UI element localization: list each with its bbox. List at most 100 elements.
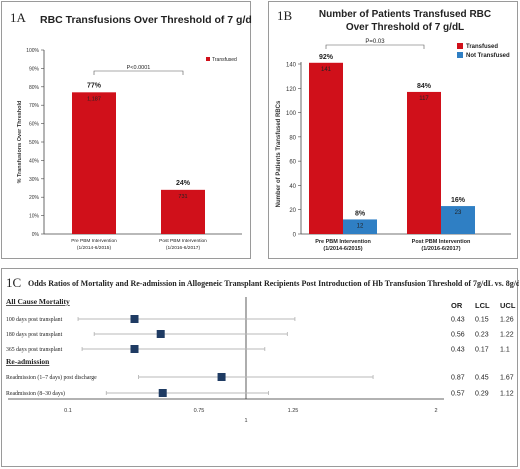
significance-bracket-1b [325,44,425,49]
odds-ratio-marker-1c [130,345,139,353]
ucl-value-1c: 1.22 [500,332,514,339]
panel-1c: 1C Odds Ratios of Mortality and Re-admis… [1,268,519,467]
column-header-1c: UCL [500,301,516,310]
x-tick-label-1c: 0.1 [64,408,72,414]
y-tick-label-1b: 140 [286,63,297,69]
x-tick-label-1c: 1.25 [288,408,299,414]
panel-1a: 1A RBC Transfusions Over Threshold of 7 … [1,1,252,259]
y-tick-label-1a: 10% [29,214,40,220]
bar-not-transfused-1b [441,206,475,234]
bar-top-label-1b: 84% [417,83,432,90]
or-value-1c: 0.43 [451,347,465,354]
bar-not-transfused-1b [343,219,377,234]
bar-inner-label-1b: 12 [357,223,364,229]
panel-1b: 1B Number of Patients Transfused RBC Ove… [268,1,518,259]
y-axis-title-1b: Number of Patients Transfused RBCs [276,100,282,207]
lcl-value-1c: 0.23 [475,332,489,339]
y-tick-label-1a: 60% [29,122,40,128]
bar-1a [161,189,205,234]
chart-title-1b-line1: Number of Patients Transfused RBC [319,9,491,20]
panel-label-1b: 1B [277,8,293,23]
bar-top-label-1a: 24% [176,180,191,187]
category-label-1a: (1/2016-6/2017) [166,245,201,251]
y-tick-label-1a: 80% [29,85,40,91]
category-label-1a: (1/2014-6/2015) [77,245,112,251]
y-tick-label-1b: 60 [289,160,296,166]
or-value-1c: 0.57 [451,391,465,398]
chart-1b: 1B Number of Patients Transfused RBC Ove… [276,8,511,252]
row-label-1c: 365 days post transplant [6,347,63,353]
ucl-value-1c: 1.26 [500,317,514,324]
y-tick-label-1b: 100 [286,111,297,117]
ref-tick-label-1c: 1 [244,418,247,424]
column-header-1c: LCL [475,301,490,310]
category-label-1b: Pre PBM Intervention [315,239,371,245]
odds-ratio-marker-1c [217,373,226,381]
panel-label-1c: 1C [6,275,21,290]
p-value-annotation-1b: P=0.03 [365,39,385,45]
significance-bracket-1a [93,70,184,75]
y-tick-label-1a: 100% [26,48,39,54]
legend-label-1b: Transfused [466,44,498,50]
y-tick-label-1a: 0% [32,232,40,238]
chart-title-1c: Odds Ratios of Mortality and Re-admissio… [28,279,519,288]
y-tick-label-1a: 40% [29,158,40,164]
category-label-1a: Pre PBM Intervention [71,238,117,244]
odds-ratio-marker-1c [156,330,165,338]
legend-swatch-1b [457,52,463,58]
category-label-1b: (1/2014-6/2015) [323,246,362,252]
bar-top-label-1a: 77% [87,82,102,89]
x-tick-label-1c: 2 [434,408,437,414]
group-heading-1c: Re-admission [6,357,50,366]
y-tick-label-1a: 70% [29,103,40,109]
chart-1c: 1C Odds Ratios of Mortality and Re-admis… [6,275,519,424]
bar-top-label-1b: 16% [451,197,466,204]
y-tick-label-1b: 0 [293,233,297,239]
lcl-value-1c: 0.17 [475,347,489,354]
odds-ratio-marker-1c [130,315,139,323]
bar-top-label-1b: 8% [355,210,366,217]
chart-title-1b-line2: Over Threshold of 7 g/dL [346,22,464,33]
category-label-1a: Post PBM Intervention [159,238,207,244]
legend-label-1b: Not Transfused [466,53,510,59]
legend-swatch-1b [457,43,463,49]
y-tick-label-1a: 90% [29,66,40,72]
row-label-1c: Readmission (1–7 days) post discharge [6,374,97,381]
ucl-value-1c: 1.1 [500,347,510,354]
bar-top-label-1b: 92% [319,54,334,61]
panel-label-1a: 1A [10,10,27,25]
odds-ratio-marker-1c [158,389,167,397]
bar-transfused-1b [309,62,343,235]
lcl-value-1c: 0.45 [475,375,489,382]
bar-transfused-1b [407,91,441,234]
bar-1a [72,92,116,234]
bar-inner-label-1b: 23 [455,210,462,216]
or-value-1c: 0.56 [451,332,465,339]
row-label-1c: 180 days post transplant [6,332,63,338]
y-tick-label-1b: 20 [289,208,296,214]
ucl-value-1c: 1.12 [500,391,514,398]
y-tick-label-1b: 80 [289,135,296,141]
legend-label-1a: Transfused [212,57,237,63]
bar-inner-label-1b: 141 [321,67,332,73]
ucl-value-1c: 1.67 [500,375,514,382]
category-label-1b: Post PBM Intervention [412,239,471,245]
or-value-1c: 0.43 [451,317,465,324]
y-tick-label-1b: 40 [289,184,296,190]
chart-1a: 1A RBC Transfusions Over Threshold of 7 … [10,10,252,251]
y-tick-label-1a: 20% [29,195,40,201]
or-value-1c: 0.87 [451,375,465,382]
group-heading-1c: All Cause Mortality [6,297,70,306]
y-tick-label-1a: 50% [29,140,40,146]
lcl-value-1c: 0.29 [475,391,489,398]
lcl-value-1c: 0.15 [475,317,489,324]
y-axis-title-1a: % Transfusions Over Threshold [17,101,23,184]
column-header-1c: OR [451,301,463,310]
legend-swatch-1a [206,57,210,61]
chart-title-1a: RBC Transfusions Over Threshold of 7 g/d… [40,14,252,26]
x-tick-label-1c: 0.75 [194,408,205,414]
bar-inner-label-1a: 731 [178,194,187,200]
bar-inner-label-1b: 117 [419,96,429,102]
y-tick-label-1b: 120 [286,87,297,93]
y-tick-label-1a: 30% [29,177,40,183]
